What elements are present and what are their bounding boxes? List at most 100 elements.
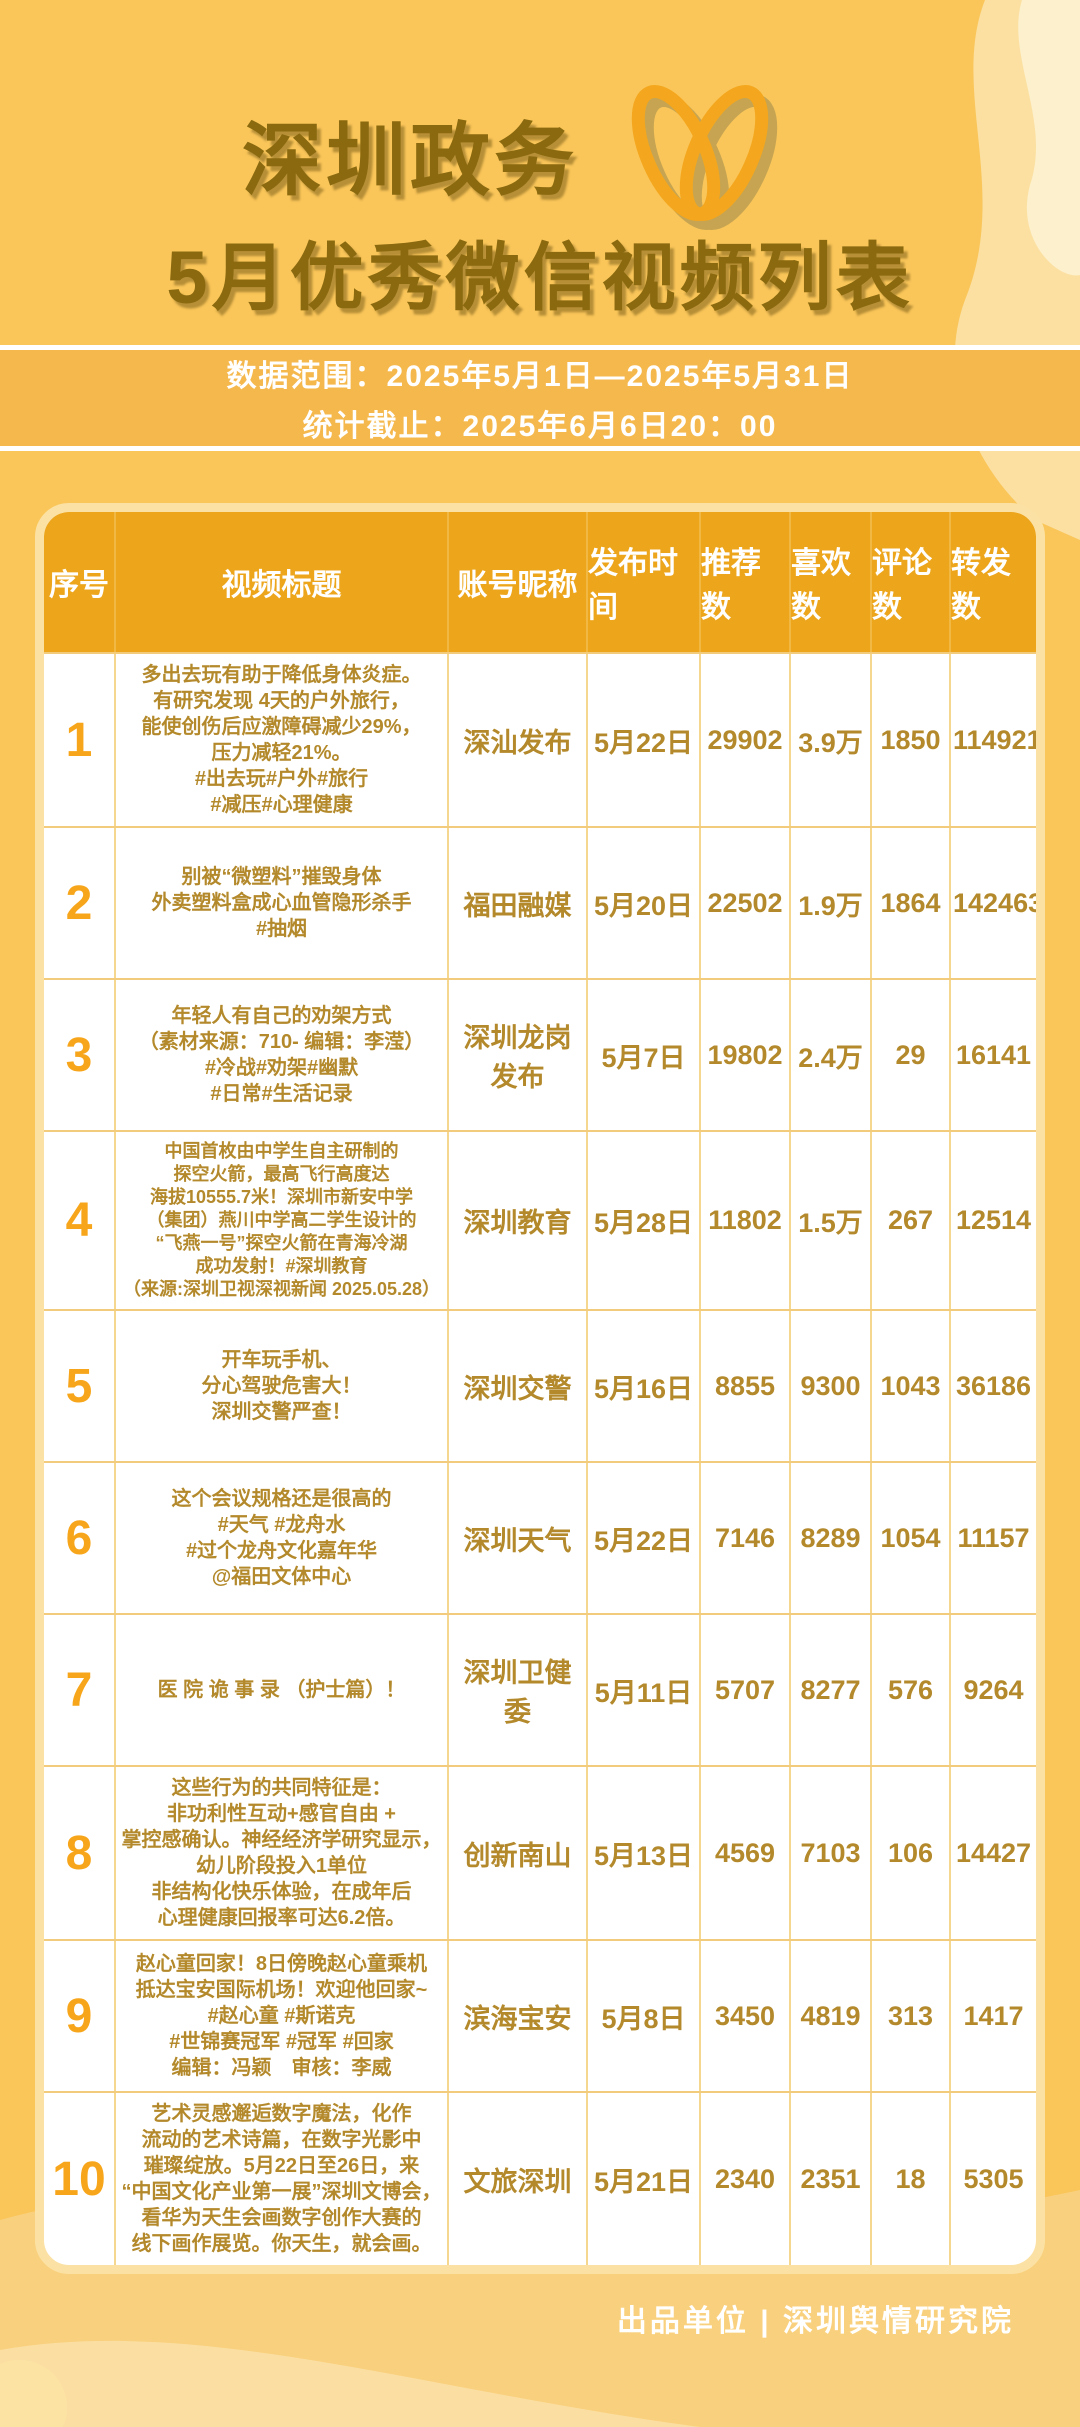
cell-video-title: 年轻人有自己的劝架方式 （素材来源：710- 编辑：李滢） #冷战#劝架#幽默 #日常… (114, 980, 447, 1130)
cell-video-title: 别被“微塑料”摧毁身体 外卖塑料盒成心血管隐形杀手 #抽烟 (114, 828, 447, 978)
cell-comments: 1054 (870, 1463, 949, 1613)
cell-serial-number: 9 (65, 1989, 93, 2043)
cell-video-title: 艺术灵感邂逅数字魔法，化作 流动的艺术诗篇，在数字光影中 璀璨绽放。5月22日至26… (114, 2093, 447, 2265)
cell-publish-date: 5月28日 (586, 1132, 699, 1309)
cell-recommends: 3450 (699, 1941, 789, 2091)
header-comments: 评论数 (870, 512, 949, 652)
table-row: 1 多出去玩有助于降低身体炎症。 有研究发现 4天的户外旅行， 能使创伤后应激障碍减… (44, 652, 1036, 826)
cell-account-name: 创新南山 (447, 1767, 586, 1939)
cell-recommends: 29902 (699, 654, 789, 826)
cell-publish-date: 5月7日 (586, 980, 699, 1130)
stats-cutoff-text: 统计截止：2025年6月6日20：00 (302, 410, 778, 443)
cell-serial-number: 3 (65, 1028, 93, 1082)
cell-video-title: 多出去玩有助于降低身体炎症。 有研究发现 4天的户外旅行， 能使创伤后应激障碍减少2… (114, 654, 447, 826)
table-row: 10 艺术灵感邂逅数字魔法，化作 流动的艺术诗篇，在数字光影中 璀璨绽放。5月22日… (44, 2091, 1036, 2265)
table-row: 7 医 院 诡 事 录 （护士篇）！ 深圳卫健委 5月11日 5707 8277… (44, 1613, 1036, 1765)
cell-comments: 1850 (870, 654, 949, 826)
cell-likes: 1.9万 (789, 828, 870, 978)
cell-account-name: 深圳天气 (447, 1463, 586, 1613)
page-title-line-2: 5月优秀微信视频列表 (166, 236, 914, 319)
header-account: 账号昵称 (447, 512, 586, 652)
cell-shares: 114921 (949, 654, 1036, 826)
cell-serial-number: 7 (65, 1663, 93, 1717)
cell-serial-number: 6 (65, 1511, 93, 1565)
table-body: 1 多出去玩有助于降低身体炎症。 有研究发现 4天的户外旅行， 能使创伤后应激障碍减… (44, 652, 1036, 2265)
cell-likes: 2.4万 (789, 980, 870, 1130)
cell-likes: 1.5万 (789, 1132, 870, 1309)
cell-publish-date: 5月11日 (586, 1615, 699, 1765)
cell-publish-date: 5月20日 (586, 828, 699, 978)
cell-serial-number: 10 (52, 2152, 106, 2206)
cell-serial-number: 2 (65, 876, 93, 930)
cell-recommends: 5707 (699, 1615, 789, 1765)
footer-credit: 出品单位 | 深圳舆情研究院 (616, 2305, 1014, 2338)
cell-likes: 8289 (789, 1463, 870, 1613)
cell-account-name: 文旅深圳 (447, 2093, 586, 2265)
cell-likes: 3.9万 (789, 654, 870, 826)
cell-video-title: 这些行为的共同特征是： 非功利性互动+感官自由 + 掌控感确认。神经经济学研究显示，… (114, 1767, 447, 1939)
header-publish-date: 发布时间 (586, 512, 699, 652)
cell-publish-date: 5月22日 (586, 1463, 699, 1613)
cell-comments: 576 (870, 1615, 949, 1765)
cell-serial-number: 4 (65, 1194, 93, 1247)
cell-comments: 29 (870, 980, 949, 1130)
cell-account-name: 深圳龙岗发布 (447, 980, 586, 1130)
cell-serial-number: 5 (65, 1359, 93, 1413)
cell-comments: 106 (870, 1767, 949, 1939)
video-table-card: 序号 视频标题 账号昵称 发布时间 推荐数 喜欢数 评论数 转发数 1 多出去玩… (35, 503, 1045, 2274)
cell-recommends: 7146 (699, 1463, 789, 1613)
background-dot-bottom-left (0, 2360, 67, 2427)
header-shares: 转发数 (949, 512, 1036, 652)
data-range-banner: 数据范围：2025年5月1日—2025年5月31日 统计截止：2025年6月6日… (0, 345, 1080, 451)
cell-recommends: 22502 (699, 828, 789, 978)
header-index: 序号 (49, 569, 109, 602)
cell-comments: 18 (870, 2093, 949, 2265)
cell-recommends: 2340 (699, 2093, 789, 2265)
cell-publish-date: 5月22日 (586, 654, 699, 826)
table-row: 5 开车玩手机、 分心驾驶危害大！ 深圳交警严查！ 深圳交警 5月16日 8855 … (44, 1309, 1036, 1461)
cell-video-title: 医 院 诡 事 录 （护士篇）！ (114, 1615, 447, 1765)
cell-shares: 11157 (949, 1463, 1036, 1613)
cell-likes: 4819 (789, 1941, 870, 2091)
cell-shares: 36186 (949, 1311, 1036, 1461)
cell-serial-number: 1 (65, 713, 93, 767)
cell-shares: 5305 (949, 2093, 1036, 2265)
cell-video-title: 赵心童回家！8日傍晚赵心童乘机 抵达宝安国际机场！欢迎他回家~ #赵心童 #斯诺克 #… (114, 1941, 447, 2091)
cell-likes: 7103 (789, 1767, 870, 1939)
table-header-row: 序号 视频标题 账号昵称 发布时间 推荐数 喜欢数 评论数 转发数 (44, 512, 1036, 652)
cell-shares: 142463 (949, 828, 1036, 978)
cell-shares: 1417 (949, 1941, 1036, 2091)
data-range-text: 数据范围：2025年5月1日—2025年5月31日 (226, 360, 854, 393)
cell-shares: 14427 (949, 1767, 1036, 1939)
cell-account-name: 深圳教育 (447, 1132, 586, 1309)
table-row: 6 这个会议规格还是很高的 #天气 #龙舟水 #过个龙舟文化嘉年华 @福田文体中心 深… (44, 1461, 1036, 1613)
cell-recommends: 19802 (699, 980, 789, 1130)
cell-video-title: 开车玩手机、 分心驾驶危害大！ 深圳交警严查！ (114, 1311, 447, 1461)
cell-comments: 1864 (870, 828, 949, 978)
cell-likes: 8277 (789, 1615, 870, 1765)
cell-comments: 1043 (870, 1311, 949, 1461)
page-title-line-1: 深圳政务 (242, 116, 578, 205)
cell-comments: 267 (870, 1132, 949, 1309)
cell-account-name: 深圳交警 (447, 1311, 586, 1461)
header-likes: 喜欢数 (789, 512, 870, 652)
cell-shares: 9264 (949, 1615, 1036, 1765)
cell-video-title: 中国首枚由中学生自主研制的 探空火箭，最高飞行高度达 海拔10555.7米！深圳市新… (114, 1132, 447, 1309)
cell-shares: 16141 (949, 980, 1036, 1130)
cell-likes: 2351 (789, 2093, 870, 2265)
cell-video-title: 这个会议规格还是很高的 #天气 #龙舟水 #过个龙舟文化嘉年华 @福田文体中心 (114, 1463, 447, 1613)
cell-likes: 9300 (789, 1311, 870, 1461)
table-row: 2 别被“微塑料”摧毁身体 外卖塑料盒成心血管隐形杀手 #抽烟 福田融媒 5月20日… (44, 826, 1036, 978)
cell-recommends: 8855 (699, 1311, 789, 1461)
cell-publish-date: 5月8日 (586, 1941, 699, 2091)
cell-account-name: 福田融媒 (447, 828, 586, 978)
cell-account-name: 深汕发布 (447, 654, 586, 826)
cell-recommends: 4569 (699, 1767, 789, 1939)
header-title: 视频标题 (114, 512, 447, 652)
table-row: 4 中国首枚由中学生自主研制的 探空火箭，最高飞行高度达 海拔10555.7米！深圳… (44, 1130, 1036, 1309)
table-row: 8 这些行为的共同特征是： 非功利性互动+感官自由 + 掌控感确认。神经经济学研究显… (44, 1765, 1036, 1939)
cell-account-name: 深圳卫健委 (447, 1615, 586, 1765)
cell-recommends: 11802 (699, 1132, 789, 1309)
cell-publish-date: 5月13日 (586, 1767, 699, 1939)
